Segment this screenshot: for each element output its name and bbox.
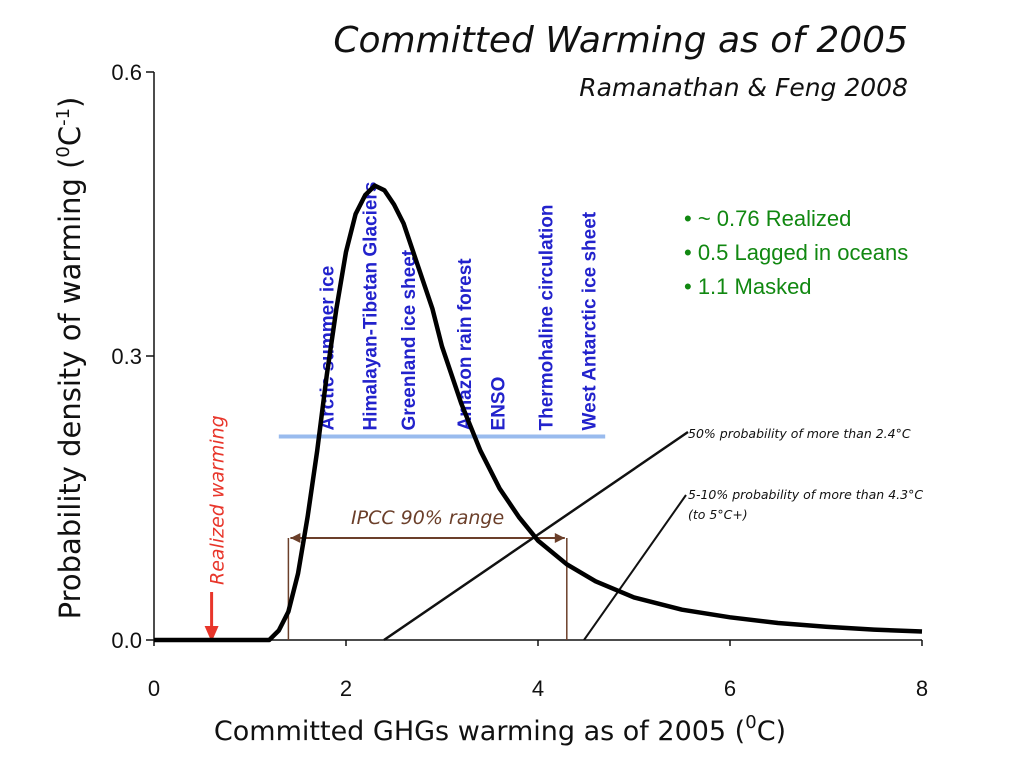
y-tick-label: 0.3	[111, 344, 142, 369]
chart-subtitle: Ramanathan & Feng 2008	[579, 73, 908, 102]
tipping-point-label: ENSO	[488, 377, 509, 431]
tipping-point-label: Amazon rain forest	[455, 258, 476, 431]
y-axis-label-mid: C	[53, 126, 87, 146]
y-ticks: 0.0 0.3 0.6	[111, 60, 154, 653]
y-axis-label-sup-1: -1	[53, 108, 74, 126]
realized-arrow-head	[204, 626, 219, 642]
ipcc-range-label: IPCC 90% range	[351, 507, 504, 529]
tipping-point-labels: Arctic summer ice Himalayan-Tibetan Glaci…	[318, 182, 601, 431]
x-tick-label: 4	[532, 676, 544, 701]
tipping-point-label: Himalayan-Tibetan Glaciers	[361, 182, 382, 431]
tipping-point-label: West Antarctic ice sheet	[580, 211, 601, 430]
prob5-10-note-line1: 5-10% probability of more than 4.3°C	[688, 487, 923, 502]
y-tick-label: 0.6	[111, 60, 142, 85]
prob50-note: 50% probability of more than 2.4°C	[688, 426, 911, 441]
ipcc-arrowhead-left	[290, 533, 301, 543]
chart-title: Committed Warming as of 2005	[333, 20, 908, 61]
x-tick-label: 6	[724, 676, 736, 701]
ipcc-range: IPCC 90% range	[287, 507, 568, 640]
tipping-point-label: Greenland ice sheet	[399, 249, 420, 430]
y-axis-label: Probability density of warming (0C-1)	[53, 97, 87, 620]
tipping-point-label: Thermohaline circulation	[536, 205, 557, 431]
prob5-10-pointer	[583, 494, 687, 641]
pdf-curve	[154, 183, 923, 643]
x-tick-label: 0	[148, 676, 160, 701]
x-ticks: 0 2 4 6 8	[148, 640, 928, 701]
realized-warming-label: Realized warming	[207, 415, 229, 585]
x-tick-label: 8	[916, 676, 928, 701]
x-axis-label-end: C)	[757, 716, 786, 747]
bullet-realized: • ~ 0.76 Realized	[684, 206, 851, 231]
x-axis-label-text: Committed GHGs warming as of 2005 (	[214, 716, 745, 747]
x-axis-label: Committed GHGs warming as of 2005 (0C)	[214, 712, 786, 747]
bullet-lagged: • 0.5 Lagged in oceans	[684, 240, 908, 265]
prob5-10-note-line2: (to 5°C+)	[688, 507, 748, 522]
realized-warming-marker: Realized warming	[204, 415, 229, 642]
ipcc-arrowhead-right	[554, 533, 565, 543]
y-tick-label: 0.0	[111, 628, 142, 653]
y-axis-label-text: Probability density of warming (	[53, 158, 87, 620]
y-axis-label-end: )	[53, 97, 87, 108]
y-axis-label-sup-0: 0	[53, 146, 74, 157]
x-axis-label-sup: 0	[745, 712, 756, 733]
x-tick-label: 2	[340, 676, 352, 701]
bullet-masked: • 1.1 Masked	[684, 274, 812, 299]
